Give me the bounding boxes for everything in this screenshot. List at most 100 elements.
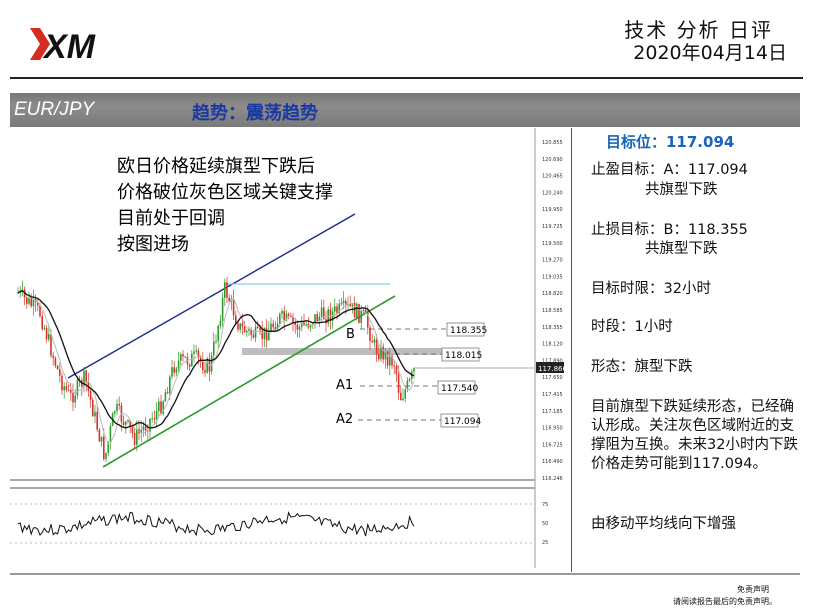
stop-loss-line: 止损目标：B：118.355 (591, 222, 748, 238)
label-a2: A2 (336, 412, 353, 427)
candle-body (26, 297, 28, 304)
candle-body (118, 403, 120, 406)
candle-body (358, 303, 360, 323)
candle-body (153, 418, 156, 420)
lower-channel-line (102, 295, 396, 468)
candle-body (397, 373, 400, 393)
candle-body (360, 310, 362, 323)
candle-body (384, 351, 387, 360)
candle-body (184, 356, 186, 358)
candle-body (331, 311, 334, 321)
candle-body (63, 386, 65, 391)
candle-body (375, 339, 378, 354)
candle-body (105, 452, 107, 460)
candle-body (367, 312, 369, 328)
candle-body (226, 282, 228, 298)
candle-body (303, 322, 305, 325)
candle-body (206, 358, 208, 373)
candle-body (380, 346, 382, 360)
candle-body (386, 351, 389, 366)
candle-body (213, 341, 215, 356)
candle-body (257, 326, 259, 328)
candle-body (389, 355, 391, 366)
candle-body (298, 327, 301, 330)
axis-tick-label: 118.355 (542, 325, 563, 331)
candle-body (252, 334, 255, 338)
price-a2: 117.094 (444, 417, 481, 427)
candle-body (320, 307, 323, 317)
candle-body (59, 369, 61, 376)
candle-body (177, 360, 180, 369)
candle-body (316, 314, 318, 322)
candle-body (342, 300, 345, 304)
candle-body (243, 326, 246, 333)
candle-body (171, 367, 173, 377)
osc-tick-label: 75 (542, 502, 548, 508)
axis-tick-label: 117.890 (542, 358, 563, 364)
last-price-tag: 117.866 (538, 365, 567, 373)
candle-body (391, 355, 393, 366)
candle-body (393, 365, 395, 367)
candle-body (98, 429, 101, 442)
candle-body (52, 355, 54, 358)
candle-body (378, 353, 380, 360)
candle-body (140, 429, 142, 434)
candle-body (43, 328, 46, 330)
axis-tick-label: 119.725 (542, 224, 563, 230)
candle-body (219, 320, 222, 326)
candle-body (356, 303, 358, 318)
candle-body (122, 421, 125, 425)
candle-body (369, 327, 371, 342)
candle-body (133, 433, 136, 445)
annotation-line-3: 目前处于回调 (117, 208, 225, 229)
candle-body (131, 427, 134, 434)
candle-body (144, 426, 147, 431)
candle-body (270, 323, 272, 331)
axis-tick-label: 119.270 (542, 258, 563, 264)
candle-body (72, 392, 74, 403)
disclaimer-text: 请阅读报告最后的免责声明。 (673, 597, 777, 606)
upper-channel-line (67, 213, 356, 379)
candle-body (285, 313, 288, 321)
candle-body (83, 370, 85, 387)
axis-tick-label: 120.690 (542, 157, 563, 163)
candle-body (199, 357, 202, 362)
candle-body (224, 282, 226, 298)
candle-body (292, 316, 294, 323)
candle-body (402, 398, 404, 401)
candle-body (180, 354, 182, 361)
price-a1: 117.540 (441, 384, 478, 394)
candle-body (364, 310, 367, 313)
candle-body (76, 379, 79, 396)
candle-body (338, 303, 340, 314)
stop-loss-note: 共旗型下跌 (645, 241, 718, 257)
candle-body (45, 328, 48, 340)
candle-body (30, 298, 32, 307)
candle-body (283, 311, 285, 321)
candle-body (268, 330, 270, 341)
candle-body (237, 323, 239, 330)
candle-body (109, 426, 112, 442)
oscillator-grid (10, 479, 535, 544)
candle-body (334, 306, 336, 312)
candle-body (48, 334, 50, 340)
price-gray: 118.015 (445, 351, 482, 361)
axis-tick-label: 120.240 (542, 190, 563, 196)
axis-tick-label: 120.855 (542, 140, 563, 146)
candle-body (32, 298, 35, 307)
candle-body (373, 339, 376, 343)
disclaimer-title: 免责声明 (737, 585, 769, 594)
annotation-line-4: 按图进场 (117, 234, 189, 255)
candle-body (158, 401, 160, 412)
candle-body (96, 411, 98, 430)
candlesticks (17, 277, 415, 462)
candle-body (314, 314, 316, 325)
candle-body (281, 311, 283, 314)
report-title: 技术 分析 日评 (624, 18, 773, 42)
axis-tick-label: 116.950 (542, 426, 563, 432)
candle-body (114, 411, 116, 414)
candle-body (56, 365, 59, 370)
price-b: 118.355 (450, 326, 487, 336)
label-b: B (346, 327, 355, 342)
axis-tick-label: 116.490 (542, 459, 563, 465)
